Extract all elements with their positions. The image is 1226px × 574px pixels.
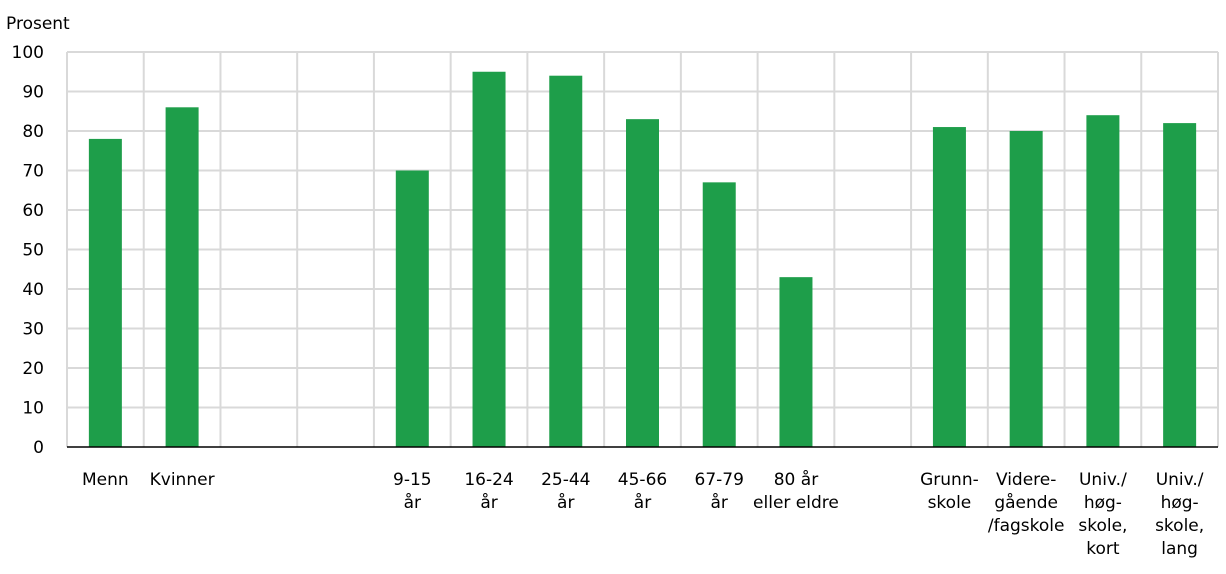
y-tick-label: 50	[22, 241, 44, 261]
bar	[472, 71, 506, 447]
x-tick-label: 16-24 år	[464, 470, 513, 513]
y-tick-labels: 0 10 20 30 40 50 60 70 80 90 100	[12, 43, 44, 458]
y-tick-label: 0	[33, 438, 44, 458]
bars	[88, 71, 1197, 448]
y-axis-label: Prosent	[6, 14, 70, 34]
y-tick-label: 80	[22, 122, 44, 142]
bar	[395, 170, 429, 447]
y-tick-label: 60	[22, 201, 44, 221]
bar	[1086, 115, 1120, 447]
x-tick-label: Univ./høg-skole, kort	[1078, 470, 1127, 559]
y-tick-label: 100	[12, 43, 44, 63]
bar	[549, 75, 583, 447]
x-tick-label: 45-66 år	[618, 470, 667, 513]
x-tick-label: 67-79 år	[695, 470, 744, 513]
x-tick-label: 9-15 år	[393, 470, 432, 513]
x-tick-label: Menn	[82, 470, 129, 490]
y-tick-label: 30	[22, 320, 44, 340]
x-tick-label: Grunn-skole	[920, 470, 979, 513]
y-tick-label: 90	[22, 83, 44, 103]
x-tick-label: Univ./høg-skole, lang	[1155, 470, 1204, 559]
bar	[932, 127, 966, 448]
bar	[1163, 123, 1197, 447]
bar	[626, 119, 659, 448]
y-tick-label: 40	[22, 280, 44, 300]
x-tick-label: Kvinner	[150, 470, 215, 490]
x-tick-label: 25-44 år	[541, 470, 590, 513]
y-tick-label: 10	[22, 399, 44, 419]
y-tick-label: 70	[22, 162, 44, 182]
bar	[165, 107, 199, 448]
x-tick-label: 80 år eller eldre	[753, 469, 839, 513]
x-tick-labels: Menn Kvinner 9-15 år 16-24 år 25-44 år 45-66 år 67…	[82, 469, 1204, 559]
x-tick-label: Videre-gående/fagskole	[988, 470, 1065, 536]
bar	[88, 138, 122, 447]
bar	[1009, 131, 1043, 447]
bar	[702, 182, 736, 447]
y-tick-label: 20	[22, 359, 44, 379]
bar	[779, 277, 813, 447]
